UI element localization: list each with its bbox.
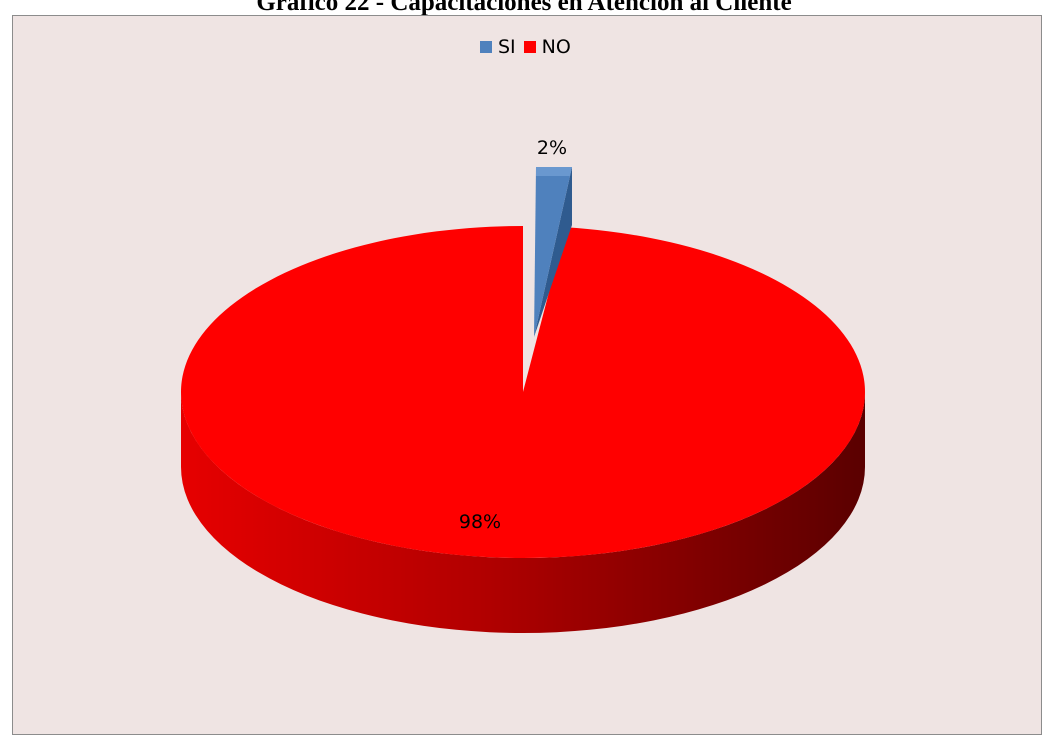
data-label-no: 98% [459, 511, 501, 533]
legend-label-si: SI [498, 36, 516, 58]
slice-edge-si [536, 167, 572, 176]
legend-item-si: SI [480, 36, 516, 58]
slice-si [534, 167, 572, 337]
legend-swatch-si [480, 41, 492, 53]
slice-no [181, 226, 866, 558]
data-label-si: 2% [537, 137, 567, 159]
legend-label-no: NO [541, 36, 571, 58]
chart-title: Gráfico 22 - Capacitaciones en Atención … [256, 0, 792, 16]
chart-legend: SI NO [480, 36, 575, 58]
slice-side-no [181, 392, 865, 633]
legend-item-no: NO [523, 36, 571, 58]
legend-swatch-no [523, 41, 536, 53]
